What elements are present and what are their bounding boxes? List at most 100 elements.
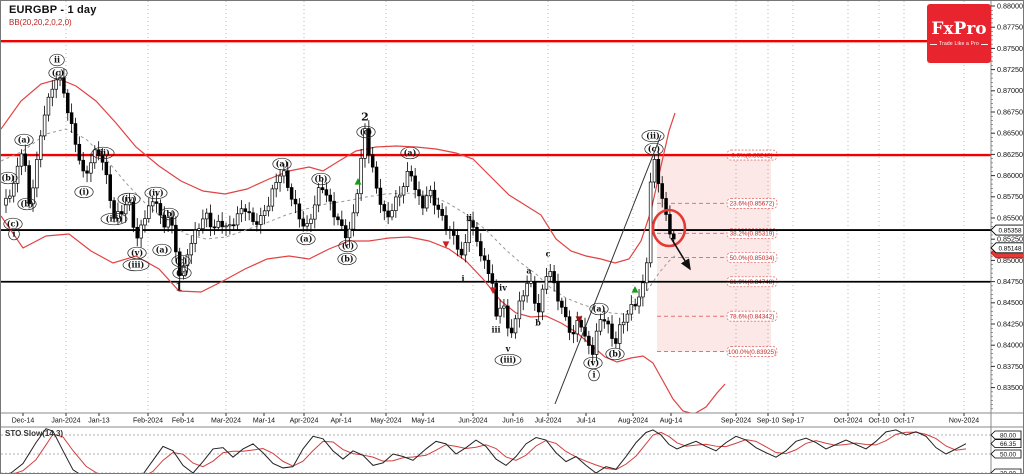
wave-label: iii — [491, 325, 500, 335]
bear-candle — [409, 170, 414, 177]
bear-candle — [297, 203, 302, 220]
bear-candle — [444, 215, 448, 230]
wave-label: (b) — [340, 254, 353, 264]
bull-candle — [143, 218, 147, 226]
trendline — [554, 134, 662, 405]
wave-label: (b) — [162, 209, 175, 219]
price-axis-label: 0.87250 — [997, 65, 1023, 74]
bull-candle — [498, 307, 502, 317]
wave-label: (c) — [342, 241, 355, 251]
bull-candle — [266, 205, 271, 212]
price-axis-label: 0.87000 — [997, 86, 1023, 95]
bull-candle — [204, 212, 209, 220]
bull-candle — [502, 305, 506, 309]
date-label: Sep-17 — [782, 418, 805, 425]
bull-candle — [309, 218, 313, 224]
bear-candle — [533, 281, 537, 304]
current-price-badge-text: 0.85148 — [998, 245, 1022, 252]
bull-candle — [355, 193, 360, 214]
date-axis[interactable]: Dec-14 Jan-2024 Jan-13 Feb-2024 Feb-14 Mar-20… — [12, 413, 980, 425]
bull-candle — [193, 229, 197, 244]
bull-candle — [305, 223, 309, 227]
bull-candle — [575, 320, 580, 335]
wave-label: (iii) — [106, 214, 123, 224]
bear-candle — [336, 216, 340, 221]
wave-label: c — [546, 249, 551, 259]
wave-label-circle — [49, 53, 65, 67]
bear-candle — [131, 201, 136, 228]
wave-label: (ii) — [96, 148, 110, 158]
price-axis-label: 0.87750 — [997, 23, 1023, 32]
bull-candle — [617, 324, 622, 344]
price-axis-label: 0.88000 — [997, 1, 1023, 10]
price-axis-label: 0.84500 — [997, 298, 1023, 307]
bear-candle — [27, 165, 31, 205]
wave-label: (c) — [360, 127, 373, 137]
bull-candle — [428, 189, 433, 197]
bear-candle — [243, 208, 248, 212]
wave-label: 2 — [361, 111, 369, 124]
sto-axis[interactable]: 80.00 66.35 50.00 20.00 — [990, 430, 1022, 474]
bear-candle — [332, 200, 336, 218]
date-label: Mar-14 — [253, 418, 275, 425]
price-axis-label: 0.86500 — [997, 129, 1023, 138]
price-axis-label: 0.86250 — [997, 150, 1023, 159]
date-label: Jan-2024 — [51, 418, 80, 425]
bull-candle — [282, 170, 286, 177]
price-axis-label: 0.87500 — [997, 44, 1023, 53]
bull-candle — [185, 254, 190, 267]
bear-candle — [120, 211, 124, 215]
bull-candle — [262, 210, 267, 216]
bull-candle — [4, 197, 8, 206]
bull-candle — [621, 321, 626, 326]
wave-label-circle — [127, 246, 147, 260]
wave-label: 1 — [175, 281, 183, 294]
price-axis-label: 0.85250 — [997, 235, 1023, 244]
bear-candle — [340, 219, 344, 226]
bull-candle — [201, 218, 205, 230]
wave-label-circle — [3, 217, 23, 231]
bull-candle — [625, 313, 630, 323]
bull-candle — [181, 265, 186, 276]
bull-candle — [197, 228, 201, 231]
bull-candle — [598, 319, 603, 332]
price-axis[interactable]: 0.88000 0.87750 0.87500 0.87250 0.87000 0.867… — [990, 1, 1024, 410]
bear-candle — [343, 225, 348, 239]
bull-candle — [548, 271, 553, 277]
wave-label-circle — [272, 157, 292, 171]
date-label: Jun-2024 — [458, 418, 487, 425]
bear-candle — [494, 283, 498, 317]
fib-level-pill — [726, 198, 778, 209]
fxpro-logo-brand: FxPro — [931, 19, 987, 39]
date-label: Jun-16 — [502, 418, 524, 425]
indicator-label: BB(20,20,2,0,2,0) — [9, 18, 72, 27]
bear-candle — [482, 255, 487, 261]
price-axis-label: 0.85000 — [997, 256, 1023, 265]
bear-candle — [174, 224, 178, 253]
sto-badge — [990, 439, 1022, 449]
price-axis-label: 0.86750 — [997, 107, 1023, 116]
bb-middle-band — [1, 128, 678, 315]
bear-candle — [154, 201, 159, 204]
bear-candle — [536, 302, 541, 313]
date-label: Oct-10 — [868, 418, 889, 425]
wave-label: (b) — [608, 349, 621, 359]
wave-label-circle — [122, 258, 150, 272]
bull-candle — [629, 304, 634, 315]
wave-label-circle — [605, 347, 625, 361]
wave-label: (a) — [276, 159, 289, 169]
bull-candle — [147, 205, 151, 219]
bull-candle — [467, 220, 471, 244]
sell-arrow-icon — [575, 316, 583, 323]
sto-badge-text: 66.35 — [1000, 441, 1016, 448]
wave-label-circle — [588, 368, 600, 382]
wave-label: b — [535, 318, 541, 328]
bb-lower-band — [1, 215, 726, 413]
bear-candle — [367, 128, 371, 156]
bear-candle — [421, 195, 425, 209]
price-axis-label: 0.84750 — [997, 277, 1023, 286]
wave-label-circle — [641, 129, 665, 143]
bull-candle — [35, 159, 39, 189]
bear-candle — [77, 143, 82, 161]
